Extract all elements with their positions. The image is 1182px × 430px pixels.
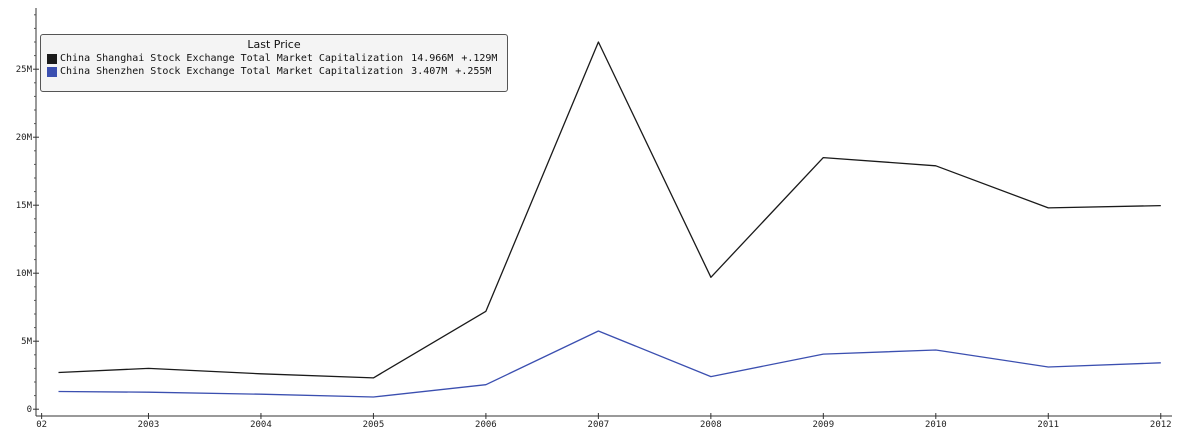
y-tick-label: 10M	[16, 269, 33, 279]
series-line-shanghai	[58, 41, 1161, 379]
x-tick-label: 2004	[250, 420, 272, 430]
legend-value-shanghai: 14.966M	[411, 53, 454, 64]
legend-name-shanghai: China Shanghai Stock Exchange Total Mark…	[60, 53, 404, 64]
x-tick-label: 2011	[1037, 420, 1059, 430]
x-tick-label: 2010	[925, 420, 947, 430]
y-tick-label: 5M	[21, 337, 32, 347]
series-lines	[58, 41, 1161, 398]
y-tick-label: 20M	[16, 133, 33, 143]
legend: Last Price China Shanghai Stock Exchange…	[40, 34, 508, 92]
x-tick-label: 2007	[588, 420, 610, 430]
x-tick-label: 2009	[812, 420, 834, 430]
legend-swatch-shenzhen	[47, 66, 57, 77]
legend-change-shenzhen: +.255M	[455, 66, 492, 77]
x-tick-label: 2006	[475, 420, 497, 430]
legend-name-shenzhen: China Shenzhen Stock Exchange Total Mark…	[60, 66, 404, 77]
x-tick-label: 2012	[1150, 420, 1172, 430]
x-tick-label: 2003	[138, 420, 160, 430]
legend-title: Last Price	[247, 38, 301, 51]
y-tick-label: 25M	[16, 65, 33, 75]
y-tick-label: 15M	[16, 201, 33, 211]
y-tick-label: 0	[27, 405, 32, 415]
x-tick-label: 02	[36, 420, 47, 430]
legend-value-shenzhen: 3.407M	[411, 66, 448, 77]
legend-entry-shenzhen: China Shenzhen Stock Exchange Total Mark…	[47, 65, 501, 78]
legend-change-shanghai: +.129M	[461, 53, 498, 64]
x-tick-label: 2005	[363, 420, 385, 430]
x-tick-label: 2008	[700, 420, 722, 430]
axes: 0 5M 10M 15M 20M 25M 02 2003 2004 2005 2006 2007 200…	[16, 8, 1172, 430]
legend-swatch-shanghai	[47, 53, 57, 64]
series-line-shenzhen	[58, 330, 1161, 398]
legend-entry-shanghai: China Shanghai Stock Exchange Total Mark…	[47, 52, 501, 65]
